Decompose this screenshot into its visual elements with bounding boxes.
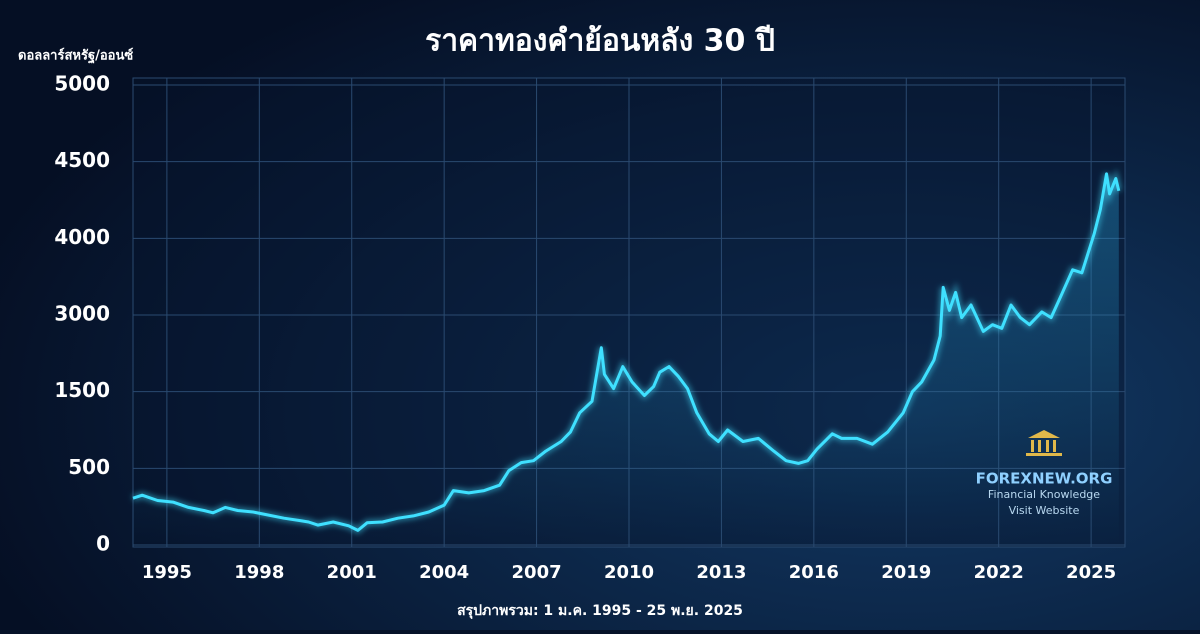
x-tick-label: 1998 (234, 562, 284, 583)
y-tick-label: 4000 (54, 225, 110, 249)
logo (1026, 430, 1062, 456)
y-tick-label: 5000 (54, 72, 110, 96)
watermark-tagline: Financial Knowledge (988, 488, 1100, 501)
area (133, 173, 1119, 545)
x-tick-label: 2004 (419, 562, 469, 583)
watermark: FOREXNEW.ORG Financial Knowledge Visit W… (976, 430, 1113, 517)
watermark-name: FOREXNEW.ORG (976, 470, 1113, 488)
x-tick-label: 2019 (881, 562, 931, 583)
line (132, 172, 1121, 532)
x-tick-label: 2001 (327, 562, 377, 583)
y-tick-label: 0 (96, 532, 110, 556)
y-tick-label: 1500 (54, 378, 110, 402)
chart-title: ราคาทองคำย้อนหลัง 30 ปี (425, 24, 775, 59)
x-tick-label: 1995 (142, 562, 192, 583)
subtitle: สรุปภาพรวม: 1 ม.ค. 1995 - 25 พ.ย. 2025 (457, 603, 743, 619)
x-tick-label: 2022 (974, 562, 1024, 583)
x-tick-label: 2007 (512, 562, 562, 583)
x-tick-label: 2016 (789, 562, 839, 583)
watermark-link: Visit Website (1009, 504, 1080, 517)
x-tick-label: 2013 (696, 562, 746, 583)
x-tick-label: 2010 (604, 562, 654, 583)
y-tick-label: 3000 (54, 302, 110, 326)
y-axis-label: ดอลลาร์สหรัฐ/ออนซ์ (18, 48, 133, 65)
y-tick-label: 4500 (54, 148, 110, 172)
x-tick-label: 2025 (1066, 562, 1116, 583)
y-tick-label: 500 (68, 455, 110, 479)
